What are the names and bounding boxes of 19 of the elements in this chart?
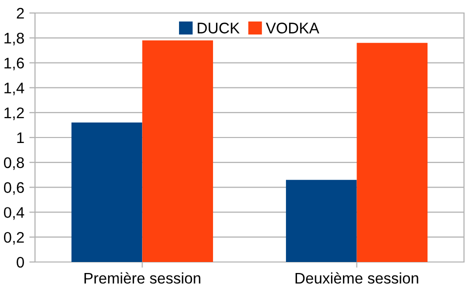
y-tick-label: 1,2 — [4, 107, 24, 120]
x-tick-label: Première session — [84, 272, 200, 284]
x-tick-label: Deuxième session — [296, 272, 418, 284]
y-tick-label: 1,4 — [4, 82, 24, 96]
bar — [71, 122, 142, 262]
bar — [356, 42, 428, 262]
y-tick-label: 1,8 — [4, 32, 24, 46]
legend-label: VODKA — [266, 22, 320, 34]
y-tick-label: 0,6 — [4, 182, 24, 195]
bar — [286, 180, 357, 262]
y-tick-label: 0,2 — [4, 232, 24, 245]
y-tick-label: 0 — [16, 256, 24, 268]
y-tick-label: 1 — [17, 132, 24, 144]
y-tick-label: 0,8 — [4, 157, 24, 170]
y-tick-label: 2 — [16, 8, 24, 19]
y-tick-label: 1,6 — [4, 58, 24, 70]
bar — [142, 40, 214, 262]
legend-label: DUCK — [198, 22, 240, 34]
y-tick-label: 0,4 — [4, 207, 24, 220]
